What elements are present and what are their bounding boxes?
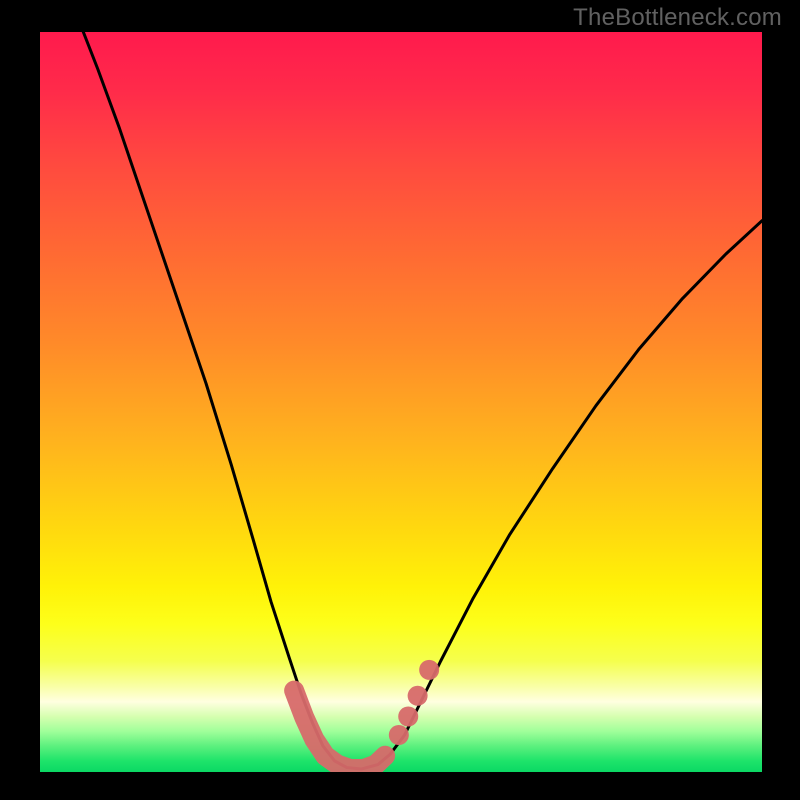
marker-dot	[389, 725, 409, 745]
plot-svg	[40, 32, 762, 772]
chart-frame: TheBottleneck.com	[0, 0, 800, 800]
watermark-text: TheBottleneck.com	[573, 4, 782, 32]
marker-dot	[408, 686, 428, 706]
gradient-background	[40, 32, 762, 772]
marker-dot	[419, 660, 439, 680]
bottleneck-plot	[40, 32, 762, 772]
marker-dot	[398, 707, 418, 727]
